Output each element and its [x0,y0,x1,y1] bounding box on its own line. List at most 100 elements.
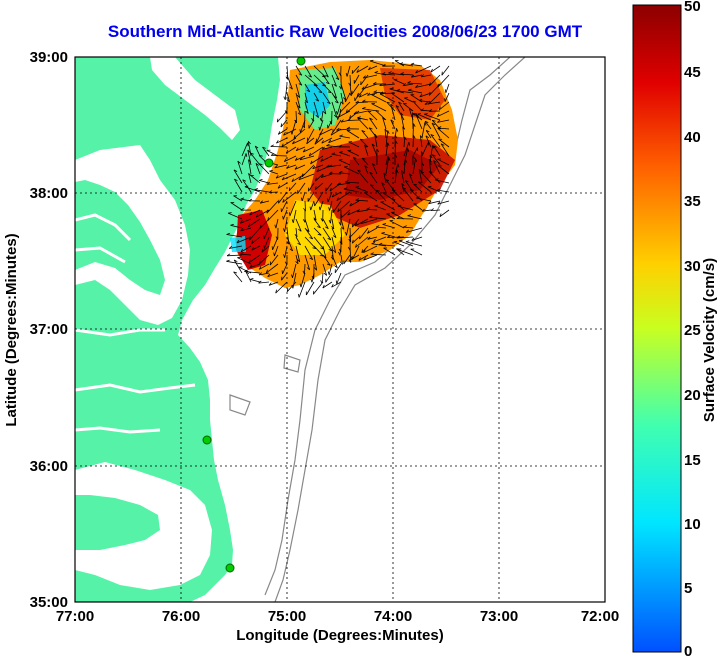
velocity-vector-head [294,157,298,161]
velocity-vector [297,182,306,194]
velocity-vector [331,65,340,80]
velocity-vector [292,137,306,145]
velocity-vector [322,281,333,289]
velocity-vector [240,253,252,256]
velocity-vector [233,169,243,184]
velocity-vector-head [312,247,317,249]
velocity-vector [319,119,324,131]
velocity-vector-head [407,214,412,217]
velocity-vector [430,65,441,73]
velocity-vector [371,143,378,157]
velocity-vector [437,74,450,88]
velocity-vector [386,101,396,112]
velocity-vector [371,103,387,112]
velocity-vector [397,205,414,211]
velocity-vector [270,146,288,148]
velocity-vector [304,218,310,232]
velocity-vector [386,213,396,220]
velocity-vector [266,263,279,274]
velocity-vector [360,218,378,225]
velocity-vector [435,179,450,184]
velocity-vector [421,209,432,212]
velocity-vector-head [382,117,386,121]
velocity-vector-head [240,207,244,211]
velocity-vector-head [293,135,296,139]
velocity-vector [233,195,243,202]
velocity-vector [357,169,369,184]
velocity-vector-head [267,273,271,277]
velocity-vector-head [248,223,251,227]
velocity-vector [313,209,317,221]
velocity-vector-head [326,143,330,147]
velocity-vector [250,152,261,166]
velocity-vector [352,157,360,166]
velocity-vector [295,155,306,161]
velocity-vector [403,159,406,175]
velocity-vector-head [379,91,384,95]
station-marker [264,158,274,168]
velocity-vector [292,272,297,289]
velocity-vector [339,245,342,256]
velocity-vector-head [258,179,263,181]
velocity-vector-head [440,143,445,146]
velocity-vector-head [355,198,359,201]
velocity-vector-head [375,225,380,228]
velocity-vector-head [226,253,231,257]
velocity-vector [314,191,324,207]
velocity-vector-head [309,206,312,211]
velocity-vector [307,128,315,142]
velocity-vector-head [432,154,436,157]
velocity-vector-head [336,116,339,120]
velocity-vector [304,200,306,212]
velocity-vector-head [367,230,370,234]
velocity-vector [415,65,432,74]
velocity-vector [295,101,302,116]
velocity-vector [441,65,450,76]
velocity-vector-head [412,155,416,160]
velocity-vector [300,272,306,288]
velocity-vector-head [288,187,291,191]
velocity-vector-head [244,269,248,272]
velocity-vector-head [321,140,324,144]
velocity-vector [310,200,315,211]
velocity-vector-head [306,89,310,93]
velocity-vector-head [298,228,302,232]
velocity-vector-head [395,140,398,144]
velocity-vector-head [270,153,275,156]
velocity-vector-head [358,94,362,98]
velocity-vector-head [356,209,361,213]
velocity-vector [316,128,324,143]
velocity-vector-head [364,165,368,169]
velocity-vector-head [430,208,434,211]
velocity-vector [399,63,414,67]
velocity-vector-head [407,81,411,84]
velocity-vector-head [323,111,327,115]
velocity-vector-head [402,126,406,130]
velocity-vector-head [345,231,347,236]
velocity-vector [241,153,247,166]
velocity-vector [267,272,279,277]
velocity-vector [364,192,378,202]
velocity-vector-head [361,86,365,90]
velocity-vector-head [412,112,415,116]
velocity-vector [321,173,333,178]
velocity-vector [345,101,360,114]
velocity-vector [353,74,360,84]
velocity-vector [305,281,315,296]
velocity-vector-head [249,264,253,269]
velocity-vector-head [326,263,331,266]
velocity-vector [398,101,405,112]
velocity-vector-head [418,181,422,183]
velocity-vector [355,186,369,193]
velocity-vector [403,148,409,166]
velocity-vector [385,142,389,157]
velocity-vector-head [421,208,425,212]
velocity-vector-head [349,234,351,238]
velocity-vector [418,181,432,193]
velocity-vector-head [308,75,312,78]
velocity-vector-head [286,241,290,245]
velocity-vector-head [239,220,243,224]
velocity-vector [313,92,320,102]
velocity-vector [322,65,329,78]
